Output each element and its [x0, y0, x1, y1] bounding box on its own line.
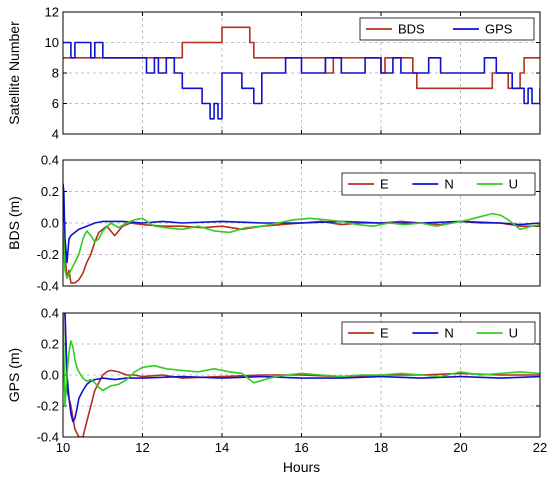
series-group: [63, 183, 540, 284]
series-group: [63, 313, 540, 437]
legend-box: [341, 321, 536, 345]
legend-label-e: E: [380, 326, 389, 341]
series-group: [63, 26, 540, 120]
legend-label-u: U: [509, 326, 518, 341]
x-axis-label: Hours: [283, 459, 320, 475]
x-tick-label: 16: [294, 440, 308, 455]
legend-label-bds: BDS: [398, 22, 425, 37]
plot-frame: [62, 11, 541, 135]
panel-2: -0.4 -0.2 0.0 0.2 0.4 BDS (m) E N U: [6, 153, 541, 294]
series-line-n: [63, 313, 540, 423]
series-line-u: [63, 313, 540, 407]
x-tick-label: 18: [374, 440, 388, 455]
legend-label-n: N: [444, 177, 453, 192]
y-tick-label: 4: [52, 127, 59, 142]
y-tick-label: -0.2: [37, 247, 59, 262]
panel-1: 4 6 8 10 12 Satellite Number BDS GPS: [6, 5, 541, 142]
legend-box: [341, 172, 536, 196]
series-line-u: [63, 212, 540, 279]
y-tick-label: -0.4: [37, 279, 59, 294]
x-tick-label: 22: [533, 440, 547, 455]
legend: BDS GPS: [359, 17, 535, 41]
y-axis-label: GPS (m): [6, 348, 22, 402]
plot-frame: [62, 159, 541, 287]
legend-label-e: E: [380, 177, 389, 192]
legend-label-u: U: [509, 177, 518, 192]
y-tick-label: 0.4: [41, 153, 59, 168]
series-line-gps: [63, 41, 540, 120]
x-tick-label: 12: [135, 440, 149, 455]
y-tick-label: 8: [52, 66, 59, 81]
legend-box: [359, 17, 535, 41]
x-tick-label: 14: [215, 440, 229, 455]
y-tick-label: 0.4: [41, 306, 59, 321]
x-tick-label: 10: [56, 440, 70, 455]
legend-label-gps: GPS: [485, 22, 513, 37]
panel-3: -0.4 -0.2 0.0 0.2 0.4 10 12 14 16 18 20 22 GPS (m) Ho…: [6, 306, 547, 476]
y-axis-label: BDS (m): [6, 196, 22, 250]
y-tick-label: 10: [45, 35, 59, 50]
y-tick-label: 6: [52, 96, 59, 111]
y-tick-label: -0.4: [37, 430, 59, 445]
y-tick-label: 0.0: [41, 216, 59, 231]
y-tick-label: -0.2: [37, 399, 59, 414]
x-tick-label: 20: [453, 440, 467, 455]
y-tick-label: 0.0: [41, 368, 59, 383]
y-tick-label: 0.2: [41, 337, 59, 352]
legend-label-n: N: [444, 326, 453, 341]
y-axis-label: Satellite Number: [6, 21, 22, 125]
y-tick-label: 12: [45, 5, 59, 20]
plot-frame: [62, 312, 541, 438]
y-tick-label: 0.2: [41, 184, 59, 199]
